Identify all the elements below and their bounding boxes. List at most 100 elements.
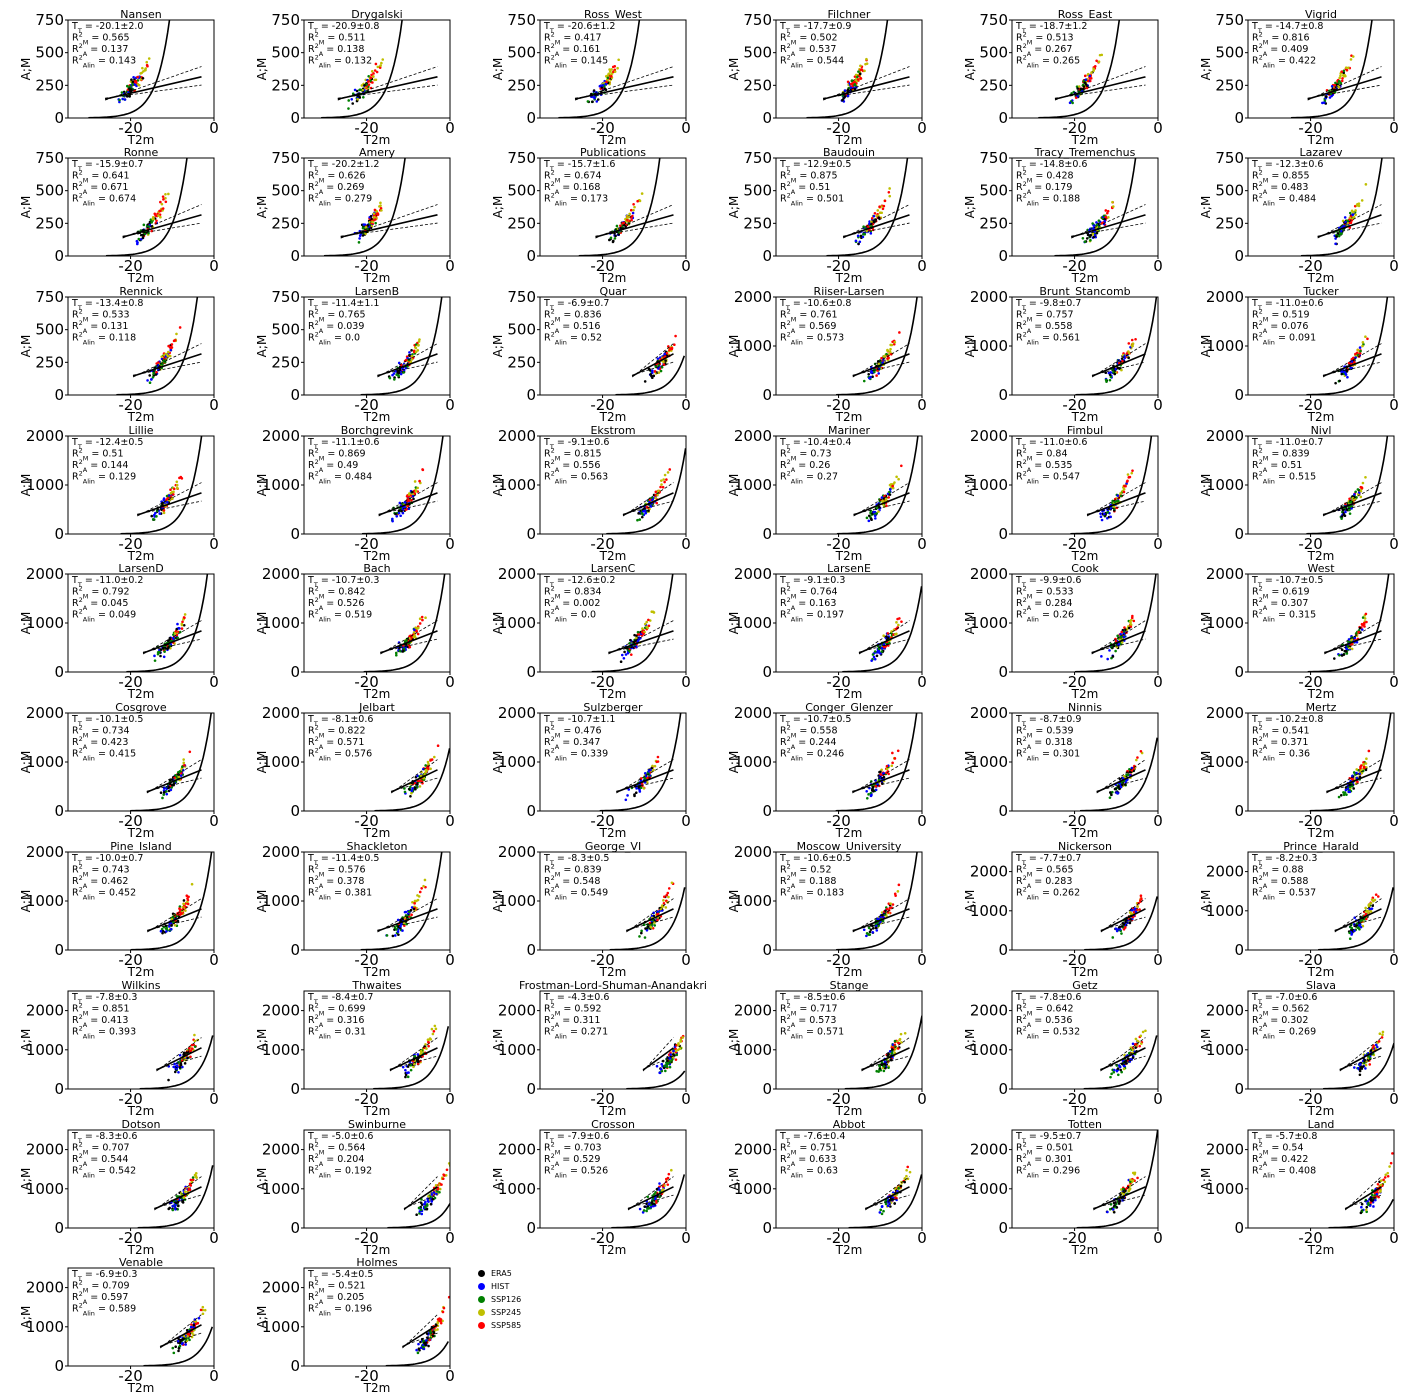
data-point (416, 627, 419, 630)
data-point (414, 350, 418, 354)
y-axis-label: A;M (1199, 58, 1213, 81)
y-tick-label: 2000 (1206, 288, 1244, 306)
subplot-title: Drygalski (351, 8, 402, 21)
data-point (401, 1065, 405, 1069)
y-tick-label: 0 (998, 663, 1008, 681)
y-axis-label: A;M (1199, 196, 1213, 219)
data-point (653, 924, 657, 927)
y-axis-label: A;M (19, 474, 33, 497)
data-point (641, 513, 644, 516)
data-point (1342, 791, 1345, 794)
y-axis-label: A;M (255, 1029, 269, 1052)
data-point (397, 509, 401, 513)
data-point (636, 518, 639, 522)
y-tick-label: 500 (271, 44, 300, 62)
fit-line-linear (1096, 769, 1146, 793)
fit-curve-exponential (609, 887, 686, 950)
data-point (882, 634, 885, 637)
data-point (664, 359, 667, 362)
x-axis-label: T2m (1307, 826, 1335, 840)
fit-curve-exponential (1054, 158, 1137, 256)
y-tick-label: 0 (54, 663, 64, 681)
subplot-title: Sulzberger (583, 701, 643, 714)
x-axis-label: T2m (127, 271, 155, 285)
y-axis-label: A;M (491, 751, 505, 774)
data-point (401, 929, 404, 932)
y-axis-label: A;M (491, 890, 505, 913)
data-point (1355, 496, 1358, 499)
data-point (1100, 655, 1103, 658)
data-point (586, 100, 590, 103)
data-point (1355, 768, 1359, 771)
data-point (376, 212, 380, 215)
plot-frame (539, 296, 687, 396)
data-point (617, 58, 620, 62)
y-tick-label: 2000 (970, 288, 1008, 306)
data-point (1076, 87, 1079, 90)
x-tick-label: -20 (826, 119, 851, 137)
data-point (1083, 74, 1087, 78)
data-point (1084, 78, 1088, 82)
data-point (1110, 793, 1113, 797)
data-point (1353, 360, 1356, 364)
data-point (655, 501, 658, 505)
data-point (615, 224, 619, 228)
data-point (399, 514, 402, 518)
data-point (873, 650, 877, 653)
x-tick-label: 0 (681, 673, 691, 691)
data-point (1346, 219, 1350, 223)
y-tick-label: 2000 (498, 427, 536, 445)
data-point (162, 789, 166, 792)
x-tick-label: -20 (1062, 396, 1087, 414)
x-tick-label: -20 (826, 673, 851, 691)
y-tick-label: 0 (290, 941, 300, 959)
annotation-r2m: R2M = 0.834 (544, 585, 602, 601)
fit-curve-exponential (1079, 737, 1158, 811)
x-axis-label: T2m (599, 271, 627, 285)
annotation-r2alin: R2Alin = 0.0 (544, 608, 596, 624)
x-axis-label: T2m (599, 826, 627, 840)
y-tick-label: 2000 (26, 843, 64, 861)
annotation-r2alin: R2Alin = 0.561 (1016, 331, 1080, 347)
fit-curve-exponential (1075, 297, 1158, 395)
data-point (667, 887, 671, 890)
data-point (1123, 775, 1126, 778)
data-point (1122, 490, 1126, 494)
data-point (647, 509, 650, 512)
annotation-r2alin: R2Alin = 0.279 (308, 192, 372, 208)
data-point (165, 926, 169, 930)
x-tick-label: -20 (354, 535, 379, 553)
data-point (673, 343, 676, 347)
data-point (642, 787, 646, 790)
data-point (173, 632, 177, 635)
data-point (1100, 518, 1104, 522)
data-point (857, 70, 860, 73)
data-point (646, 925, 650, 928)
data-point (1129, 618, 1133, 622)
x-tick-label: 0 (209, 257, 219, 275)
fit-curve-exponential (1038, 20, 1121, 118)
data-point (396, 374, 400, 377)
data-point (410, 358, 414, 361)
data-point (658, 356, 662, 359)
y-tick-label: 0 (54, 386, 64, 404)
data-point (170, 927, 173, 931)
data-point (894, 894, 897, 897)
fit-band-upper (1086, 482, 1146, 517)
data-point (397, 933, 400, 936)
x-tick-label: 0 (681, 812, 691, 830)
x-tick-label: 0 (1389, 951, 1399, 969)
annotation-r2a: R2A = 0.483 (1252, 180, 1308, 196)
data-point (876, 369, 879, 372)
data-point (418, 890, 422, 894)
data-point (371, 220, 374, 224)
data-point (664, 906, 668, 909)
data-point (380, 61, 383, 65)
fit-curve-exponential (591, 574, 674, 672)
annotation-r2a: R2A = 0.144 (72, 458, 128, 474)
annotation-r2alin: R2Alin = 0.129 (72, 470, 136, 486)
data-point (1107, 371, 1111, 375)
data-point (155, 370, 158, 374)
y-tick-label: 1000 (970, 337, 1008, 355)
